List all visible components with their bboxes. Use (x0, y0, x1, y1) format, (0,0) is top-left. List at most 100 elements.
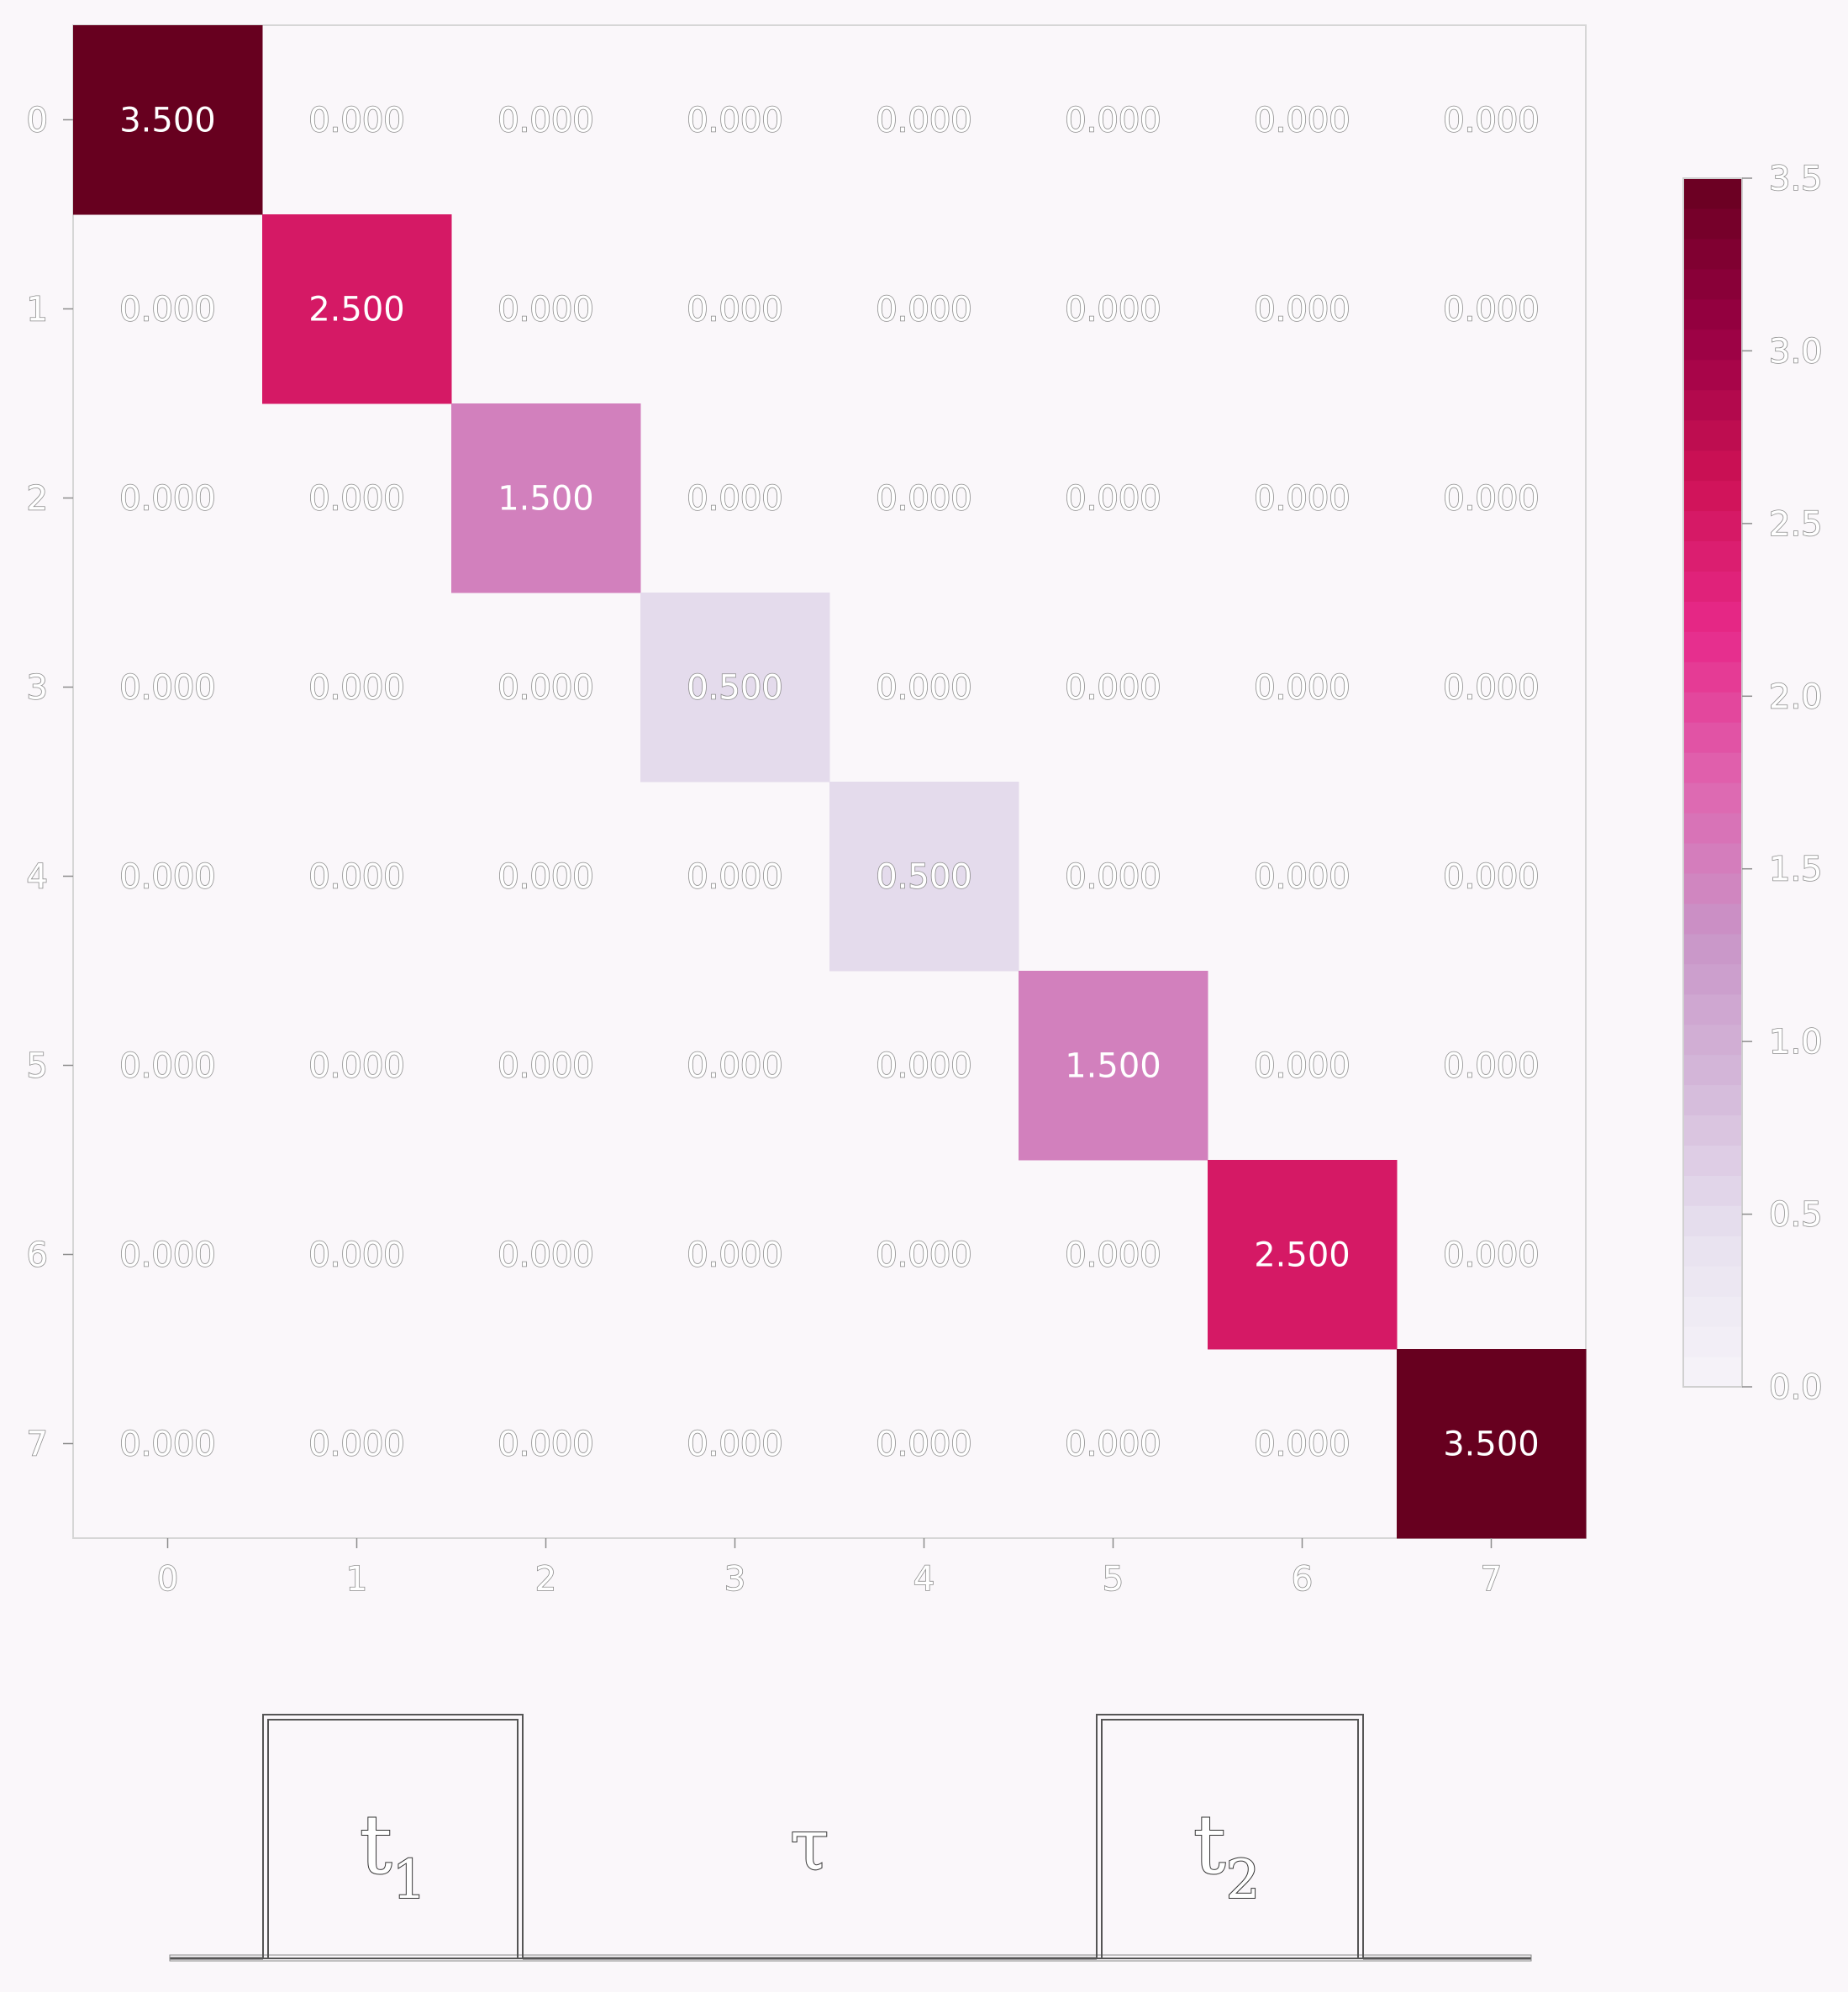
heatmap-cell-label: 0.000 (687, 1425, 783, 1464)
colorbar-segment (1683, 692, 1742, 723)
pulse-t1-label-base: t (360, 1798, 392, 1892)
heatmap-cell-label: 0.000 (119, 291, 216, 329)
colorbar-segment (1683, 722, 1742, 753)
colorbar-tick-label: 0.0 (1769, 1368, 1823, 1407)
y-tick-label: 6 (27, 1236, 48, 1275)
heatmap-cell-label: 0.000 (876, 102, 972, 140)
colorbar-segment (1683, 903, 1742, 935)
heatmap-cell-label: 0.000 (1254, 669, 1350, 708)
heatmap-cell-label: 3.500 (1443, 1425, 1540, 1464)
heatmap-cell-label: 0.000 (498, 102, 594, 140)
heatmap-cell-label: 0.000 (308, 858, 405, 897)
heatmap-cell-label: 0.000 (687, 102, 783, 140)
heatmap-cell-label: 0.000 (876, 669, 972, 708)
colorbar-segment (1683, 783, 1742, 814)
heatmap-cell-label: 0.000 (308, 102, 405, 140)
colorbar-segment (1683, 752, 1742, 783)
heatmap-cell-label: 0.500 (687, 669, 783, 708)
colorbar-segment (1683, 812, 1742, 844)
colorbar-segment (1683, 1115, 1742, 1146)
colorbar-segment (1683, 329, 1742, 361)
heatmap-cell-label: 0.000 (876, 1425, 972, 1464)
heatmap-cell-label: 0.000 (1065, 1425, 1161, 1464)
pulse-t1-label: t1 (360, 1798, 426, 1911)
x-tick-label: 7 (1481, 1560, 1502, 1599)
x-tick-label: 3 (724, 1560, 745, 1599)
heatmap-cell-label: 1.500 (1065, 1047, 1161, 1086)
colorbar-segment (1683, 238, 1742, 270)
heatmap-cell-label: 0.000 (876, 1047, 972, 1086)
heatmap-cell-label: 0.000 (1443, 1236, 1540, 1275)
heatmap-cell-label: 0.000 (1443, 1047, 1540, 1086)
colorbar-segment (1683, 933, 1742, 965)
colorbar-tick-label: 1.5 (1769, 851, 1823, 889)
heatmap-cell-label: 0.000 (308, 1047, 405, 1086)
heatmap-cell-label: 0.000 (1443, 291, 1540, 329)
heatmap-cell-label: 0.000 (1443, 102, 1540, 140)
colorbar-segment (1683, 1024, 1742, 1056)
colorbar-segment (1683, 1236, 1742, 1267)
colorbar-segment (1683, 178, 1742, 209)
y-tick-label: 0 (27, 102, 48, 140)
heatmap-cell-label: 0.000 (308, 669, 405, 708)
pulse-t1-box-inner (267, 1719, 519, 1959)
colorbar-segment (1683, 389, 1742, 421)
colorbar-segment (1683, 1084, 1742, 1116)
x-tick-label: 6 (1292, 1560, 1313, 1599)
heatmap-cell (1019, 971, 1208, 1161)
colorbar-segment (1683, 872, 1742, 904)
colorbar-segment (1683, 419, 1742, 451)
colorbar-segment (1683, 1266, 1742, 1297)
heatmap-cell-label: 0.000 (1254, 1047, 1350, 1086)
y-tick-label: 1 (27, 291, 48, 329)
heatmap-cell-label: 0.000 (1065, 480, 1161, 519)
heatmap-cell-label: 0.000 (498, 1047, 594, 1086)
heatmap-cell-label: 0.000 (498, 291, 594, 329)
colorbar-tick-label: 3.5 (1769, 160, 1823, 198)
pulse-t2-label-sub: 2 (1226, 1849, 1261, 1911)
heatmap-cell-label: 0.000 (687, 1047, 783, 1086)
heatmap-cell-label: 0.000 (876, 480, 972, 519)
colorbar-segment (1683, 661, 1742, 693)
colorbar-segment (1683, 842, 1742, 874)
heatmap-cell-label: 0.000 (119, 1236, 216, 1275)
heatmap-cell (1397, 1349, 1587, 1539)
heatmap-cell-label: 0.500 (876, 858, 972, 897)
pulse-t1-label-sub: 1 (392, 1849, 427, 1911)
colorbar-segment (1683, 268, 1742, 300)
colorbar-tick-label: 3.0 (1769, 332, 1823, 371)
heatmap: 3.500 0.000 0.000 0.000 0.000 0.000 0.000 0.000… (26, 24, 1587, 1599)
pulse-t2-label-base: t (1193, 1798, 1226, 1892)
heatmap-cell-label: 0.000 (1065, 669, 1161, 708)
x-tick-label: 0 (157, 1560, 178, 1599)
colorbar-segment (1683, 571, 1742, 602)
heatmap-cell-label: 0.000 (876, 291, 972, 329)
heatmap-cell-label: 0.000 (687, 291, 783, 329)
colorbar-segment (1683, 1175, 1742, 1206)
colorbar-tick-label: 2.5 (1769, 505, 1823, 544)
heatmap-cell-label: 0.000 (687, 858, 783, 897)
heatmap-cell (73, 25, 263, 215)
y-tick-label: 2 (27, 480, 48, 519)
colorbar-segment (1683, 601, 1742, 632)
heatmap-cell-label: 0.000 (687, 1236, 783, 1275)
colorbar-segment (1683, 540, 1742, 572)
pulse-t2-box-inner (1101, 1719, 1359, 1959)
colorbar-segment (1683, 298, 1742, 330)
heatmap-cell-label: 0.000 (498, 1236, 594, 1275)
heatmap-cell (640, 593, 830, 783)
heatmap-cell-label: 0.000 (119, 669, 216, 708)
y-tick-label: 5 (27, 1047, 48, 1086)
colorbar-segment (1683, 480, 1742, 512)
heatmap-cell-label: 0.000 (1065, 291, 1161, 329)
heatmap-cell-label: 0.000 (308, 480, 405, 519)
colorbar-tick-label: 1.0 (1769, 1023, 1823, 1062)
heatmap-cell-label: 0.000 (119, 1425, 216, 1464)
heatmap-cell-label: 0.000 (1065, 102, 1161, 140)
heatmap-cell-label: 0.000 (498, 858, 594, 897)
x-tick-label: 5 (1103, 1560, 1124, 1599)
colorbar-segment (1683, 450, 1742, 482)
heatmap-cell-label: 0.000 (119, 1047, 216, 1086)
heatmap-cell (1208, 1160, 1398, 1350)
